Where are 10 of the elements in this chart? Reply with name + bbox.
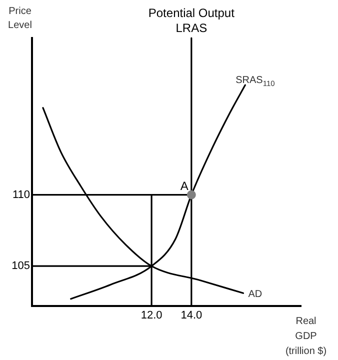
y-tick-label: 110 <box>12 188 30 201</box>
series-label: AD <box>248 289 262 300</box>
x-tick-label: 14.0 <box>180 310 202 322</box>
series-label: LRAS <box>176 21 208 35</box>
y-tick-label: 105 <box>12 260 30 272</box>
annotation: A <box>180 178 188 193</box>
x-axis-title: Real GDP (trillion $) <box>285 316 327 357</box>
x-tick-label: 12.0 <box>140 310 162 322</box>
chart-title: Potential Output <box>148 6 236 20</box>
y-axis-title: Price Level <box>8 6 32 31</box>
